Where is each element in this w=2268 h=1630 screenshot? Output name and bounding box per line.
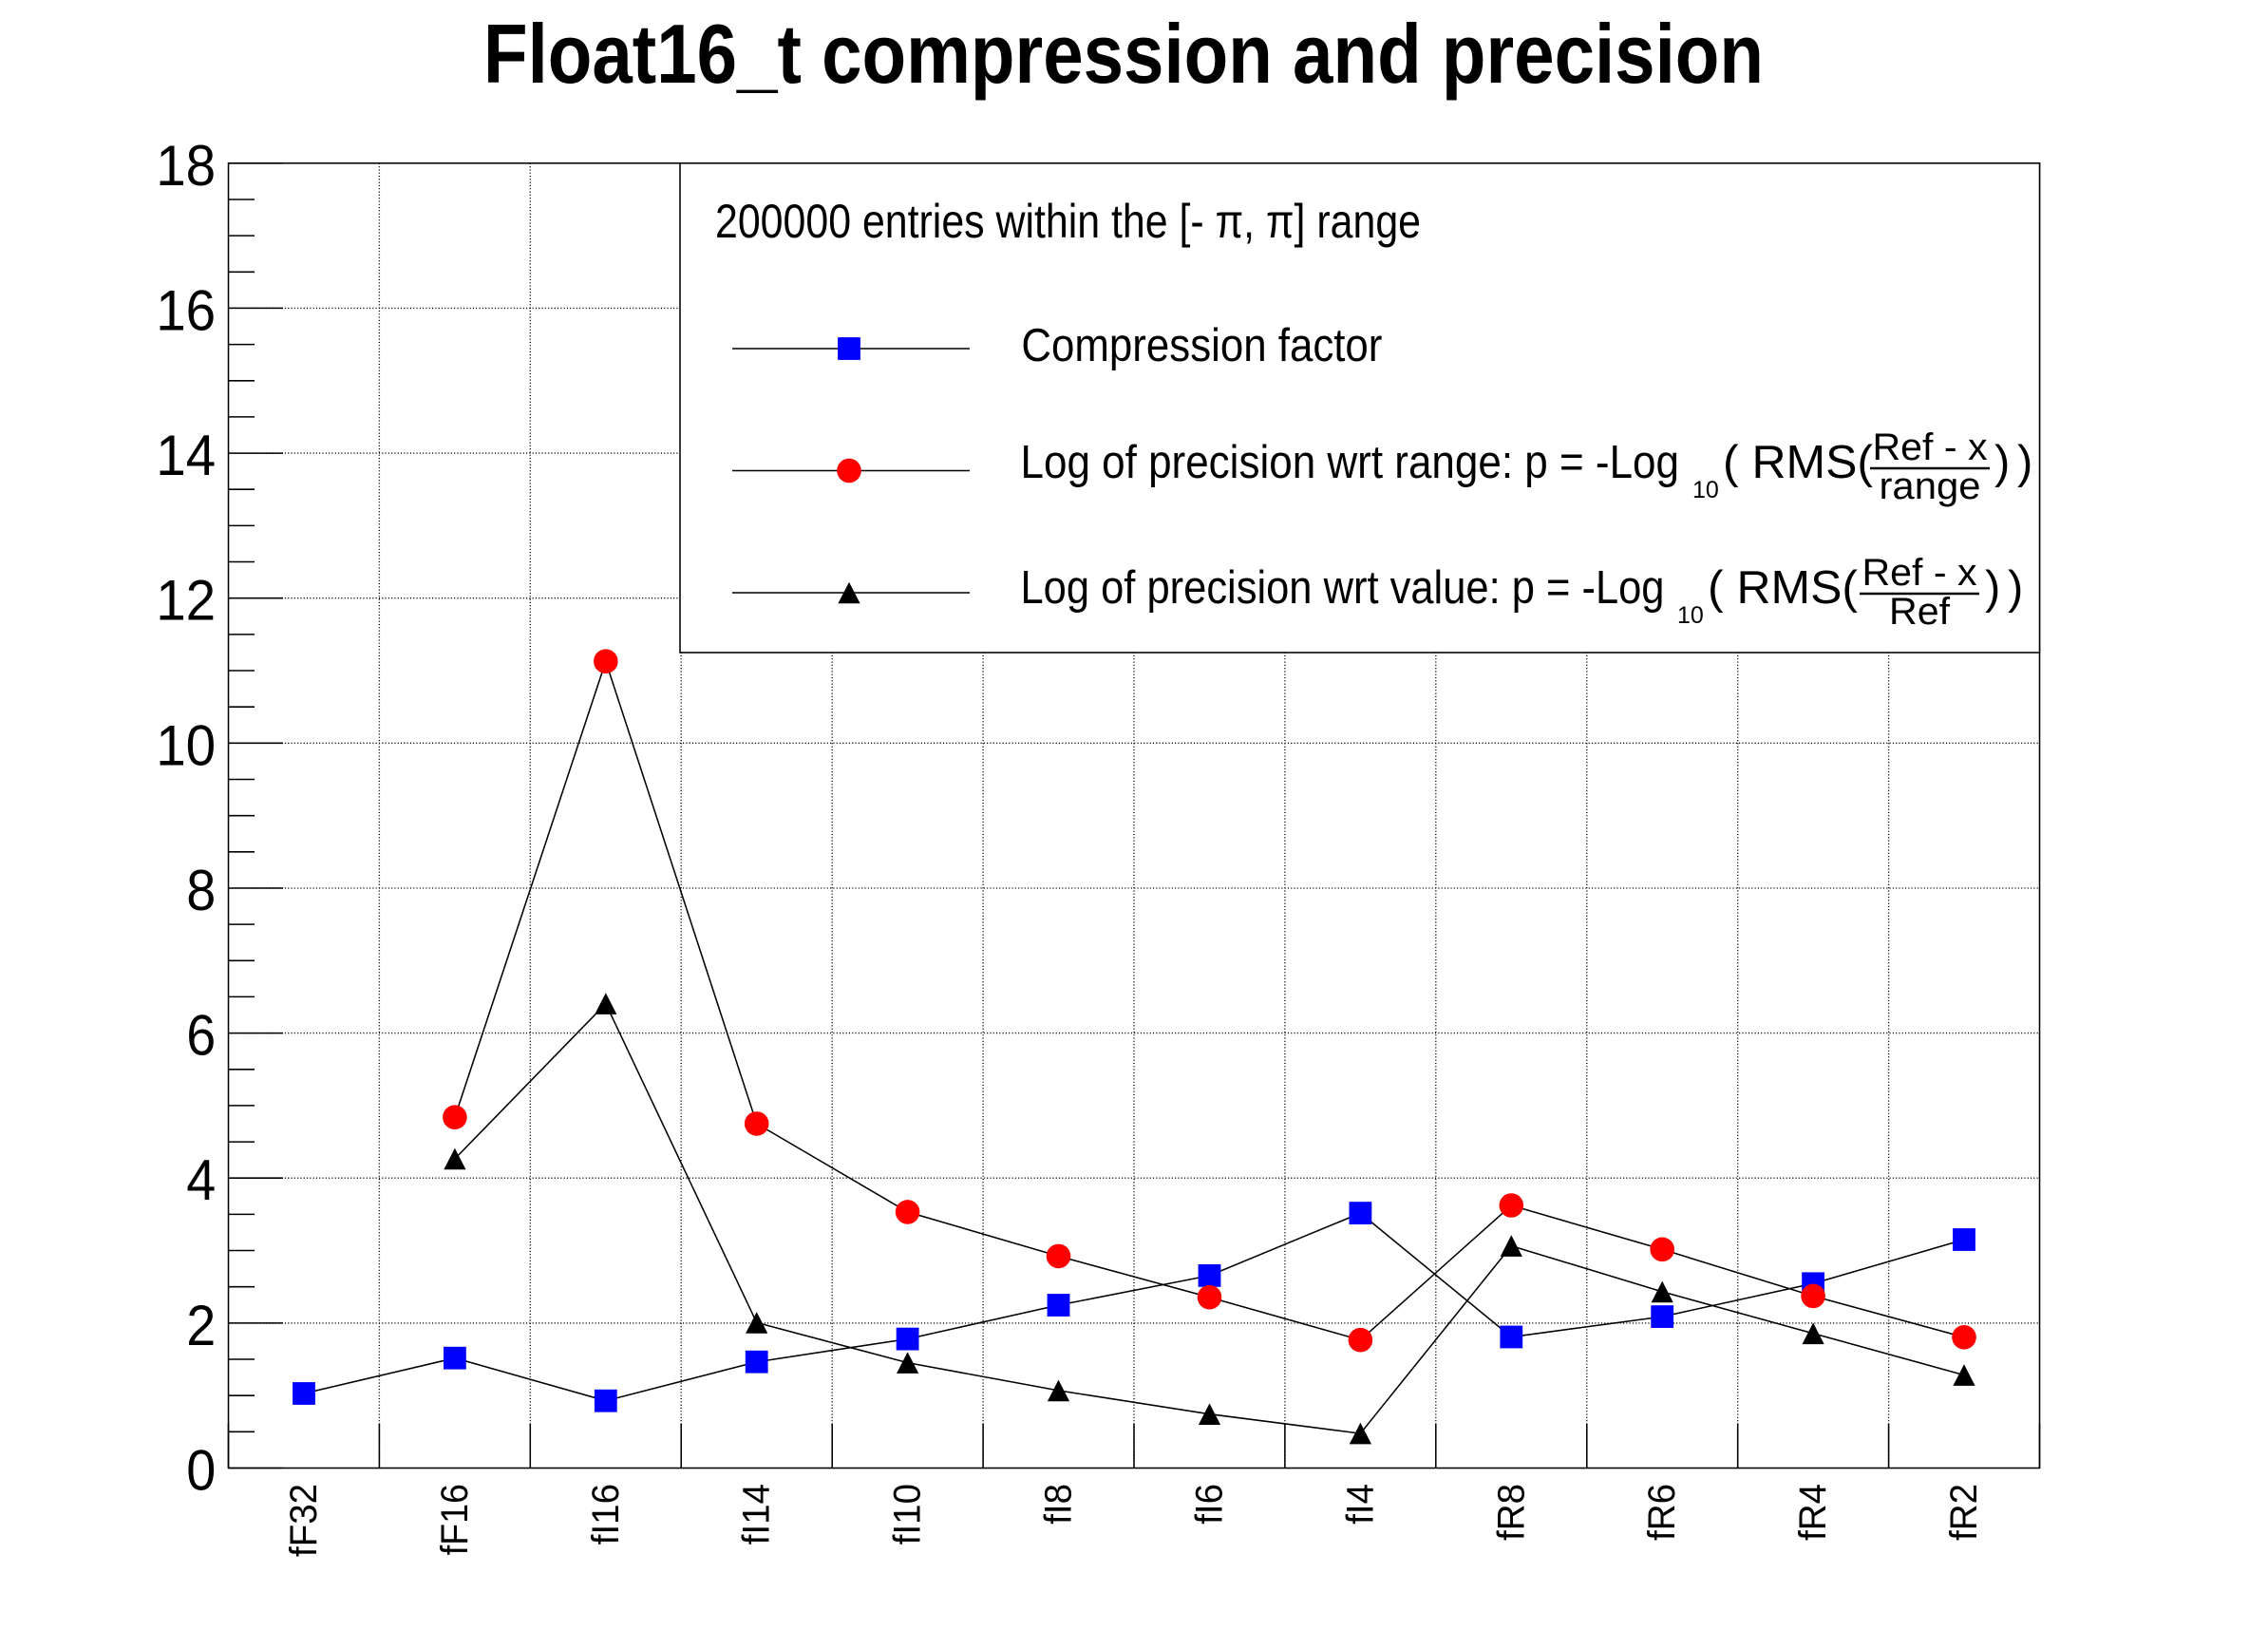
- svg-text:18: 18: [156, 134, 216, 198]
- svg-text:10: 10: [156, 713, 216, 777]
- svg-text:8: 8: [186, 859, 216, 922]
- svg-text:( RMS(: ( RMS(: [1723, 437, 1874, 488]
- svg-text:fR4: fR4: [1792, 1484, 1834, 1541]
- svg-text:fI10: fI10: [887, 1484, 929, 1545]
- svg-text:fF32: fF32: [283, 1484, 325, 1557]
- svg-text:Log of precision wrt range: p: Log of precision wrt range: p = -Log: [1021, 437, 1680, 488]
- svg-text:): ): [1994, 437, 2010, 488]
- svg-text:Ref - x: Ref - x: [1862, 552, 1977, 594]
- svg-text:fI16: fI16: [585, 1484, 627, 1545]
- svg-text:( RMS(: ( RMS(: [1708, 562, 1859, 614]
- svg-text:6: 6: [186, 1004, 216, 1068]
- svg-text:14: 14: [156, 424, 216, 487]
- svg-text:Compression factor: Compression factor: [1021, 320, 1382, 371]
- svg-text:): ): [2008, 562, 2023, 614]
- svg-text:fI4: fI4: [1339, 1484, 1381, 1525]
- svg-text:10: 10: [1692, 477, 1719, 503]
- svg-text:16: 16: [156, 278, 216, 342]
- svg-text:Float16_t compression and prec: Float16_t compression and precision: [483, 7, 1764, 101]
- svg-text:fR6: fR6: [1641, 1484, 1683, 1541]
- svg-text:200000 entries within the [- π: 200000 entries within the [- π, π] range: [715, 195, 1421, 248]
- svg-text:fI6: fI6: [1189, 1484, 1231, 1525]
- svg-text:Ref: Ref: [1889, 591, 1951, 633]
- svg-text:Ref - x: Ref - x: [1873, 426, 1988, 468]
- svg-text:fR2: fR2: [1943, 1484, 1985, 1541]
- svg-text:10: 10: [1677, 602, 1704, 629]
- svg-text:12: 12: [156, 569, 216, 633]
- svg-text:0: 0: [186, 1439, 216, 1503]
- svg-text:fI14: fI14: [736, 1484, 778, 1545]
- svg-text:range: range: [1880, 465, 1981, 507]
- svg-text:): ): [2017, 437, 2032, 488]
- svg-text:): ): [1985, 562, 2000, 614]
- svg-text:fF16: fF16: [434, 1484, 476, 1555]
- svg-text:fR8: fR8: [1490, 1484, 1532, 1541]
- svg-text:Log of precision wrt value: p: Log of precision wrt value: p = -Log: [1021, 562, 1665, 614]
- svg-text:fI8: fI8: [1038, 1484, 1080, 1525]
- svg-text:4: 4: [186, 1148, 216, 1212]
- svg-text:2: 2: [186, 1294, 216, 1357]
